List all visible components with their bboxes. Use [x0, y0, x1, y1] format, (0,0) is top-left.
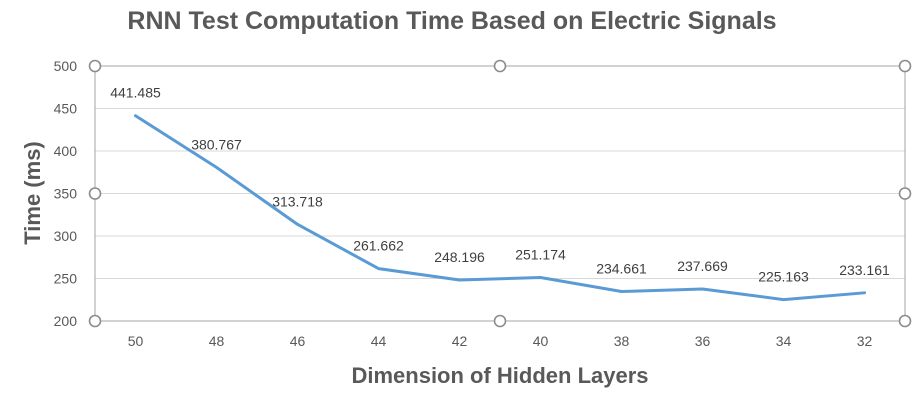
data-label: 234.661 — [596, 261, 647, 277]
data-label: 248.196 — [434, 249, 485, 265]
resize-handle[interactable] — [88, 187, 102, 200]
resize-handle[interactable] — [493, 59, 507, 73]
resize-handle[interactable] — [493, 314, 507, 328]
y-tick-label: 500 — [54, 58, 78, 74]
resize-handle[interactable] — [898, 314, 912, 328]
x-tick-label: 48 — [209, 333, 225, 349]
data-label: 441.485 — [110, 85, 161, 101]
x-tick-label: 42 — [452, 333, 468, 349]
data-labels: 441.485 380.767 313.718 261.662 248.196 251.1… — [110, 85, 890, 285]
data-label: 380.767 — [191, 136, 242, 152]
resize-handle[interactable] — [898, 59, 912, 73]
y-tick-label: 200 — [54, 313, 78, 329]
x-tick-label: 46 — [290, 333, 306, 349]
selection-handles[interactable] — [88, 59, 912, 328]
series-line — [134, 114, 866, 302]
x-axis-title: Dimension of Hidden Layers — [351, 363, 648, 388]
data-label: 237.669 — [677, 258, 728, 274]
y-tick-label: 350 — [54, 186, 78, 202]
x-tick-label: 40 — [533, 333, 549, 349]
x-tick-label: 38 — [614, 333, 630, 349]
resize-handle[interactable] — [88, 59, 102, 73]
chart-title: RNN Test Computation Time Based on Elect… — [127, 7, 776, 35]
x-tick-label: 36 — [695, 333, 711, 349]
y-tick-label: 450 — [54, 101, 78, 117]
y-tick-label: 300 — [54, 228, 78, 244]
resize-handle[interactable] — [88, 314, 102, 328]
x-axis-ticks: 50 48 46 44 42 40 38 36 34 32 — [128, 333, 873, 349]
data-label: 251.174 — [515, 247, 566, 263]
x-tick-label: 44 — [371, 333, 387, 349]
data-label: 225.163 — [758, 269, 809, 285]
y-axis-ticks: 200 250 300 350 400 450 500 — [54, 58, 78, 329]
x-tick-label: 50 — [128, 333, 144, 349]
y-tick-label: 250 — [54, 271, 78, 287]
y-tick-label: 400 — [54, 143, 78, 159]
x-tick-label: 34 — [776, 333, 792, 349]
y-axis-title: Time (ms) — [20, 141, 45, 245]
x-tick-label: 32 — [857, 333, 873, 349]
data-label: 313.718 — [272, 193, 323, 209]
data-label: 261.662 — [353, 238, 404, 254]
data-label: 233.161 — [839, 262, 890, 278]
resize-handle[interactable] — [898, 187, 912, 200]
